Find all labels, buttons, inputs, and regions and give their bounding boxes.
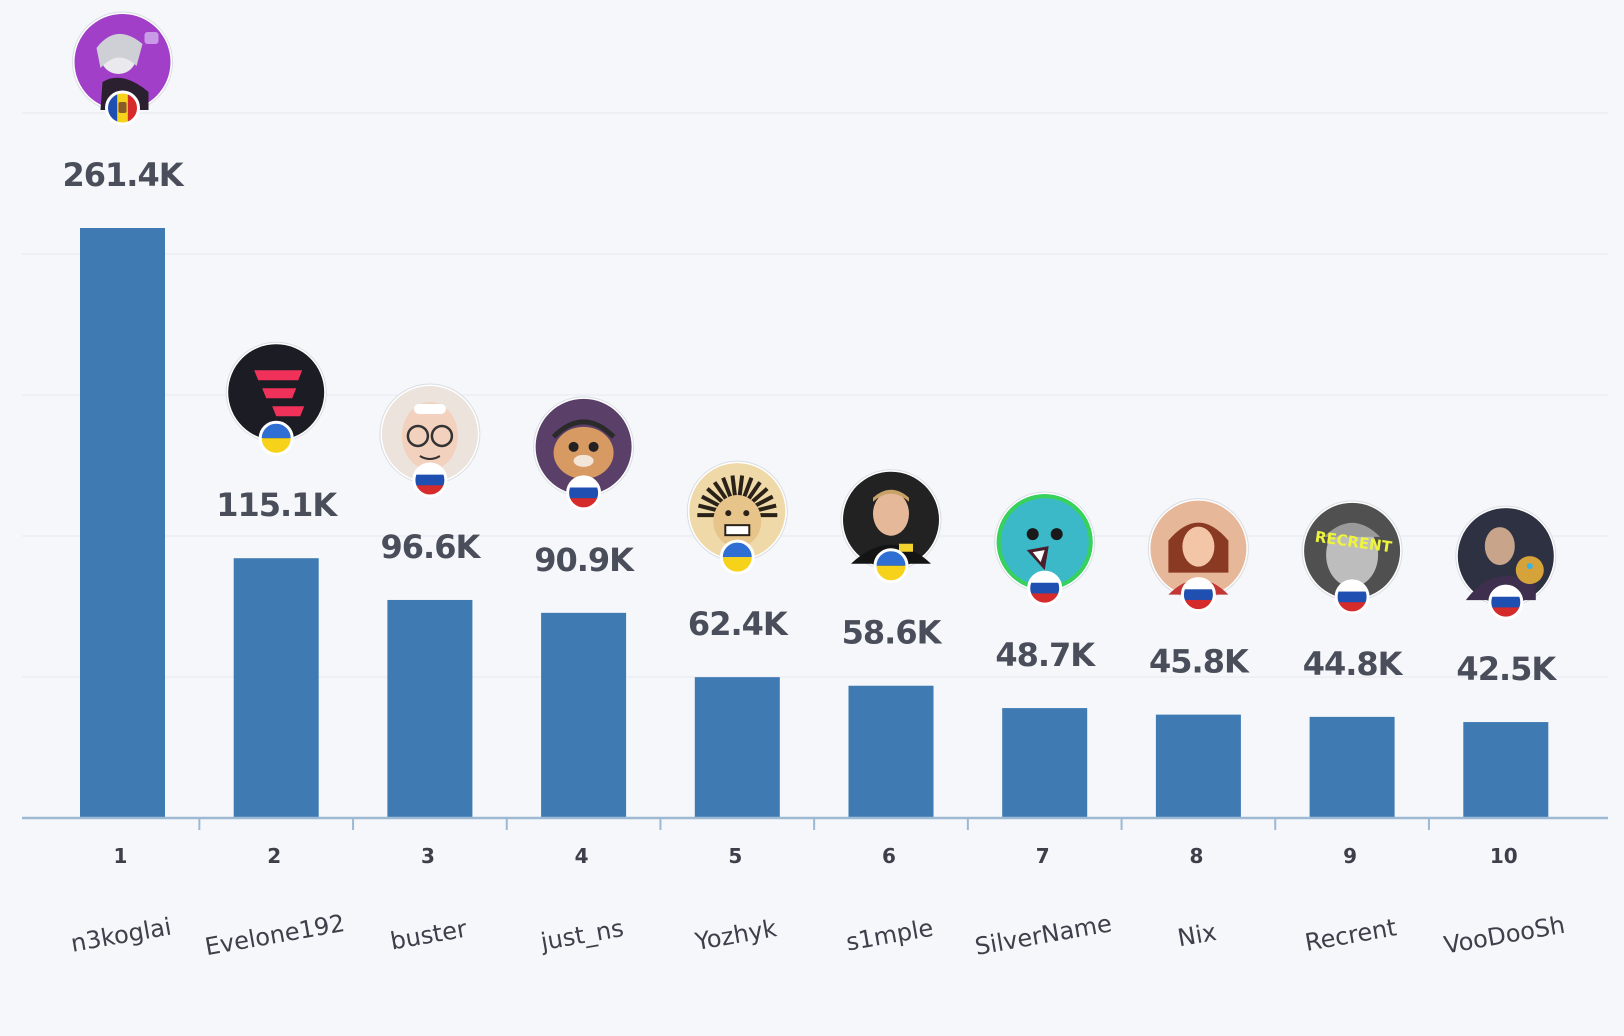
bar-s1mple [848,685,934,818]
moldova-flag-icon [106,92,139,124]
x-axis [22,816,1608,830]
rank-label: 2 [267,844,281,868]
name-label: SilverName [973,909,1114,961]
rank-label: 9 [1343,844,1357,868]
rank-label: 8 [1189,844,1203,868]
rank-label: 6 [882,844,896,868]
bar-VooDooSh [1463,722,1549,818]
statue-avatar-icon: RECRENT [1301,500,1403,602]
rank-label: 7 [1036,844,1050,868]
bar-Nix [1155,714,1241,818]
ukraine-flag-icon [721,541,754,574]
hamster-avatar-icon [533,396,635,498]
value-label: 115.1K [216,486,338,524]
glasses-man-avatar-icon [379,383,481,485]
rank-label: 10 [1490,844,1518,868]
value-label: 96.6K [381,528,482,566]
woman-avatar-icon [1147,498,1249,600]
bar-n3koglai [80,228,165,818]
ukraine-flag-icon [260,422,293,455]
hedgehog-avatar-icon [686,460,788,562]
value-label: 90.9K [534,541,635,579]
bar-Recrent [1309,716,1395,818]
rank-label: 1 [114,844,128,868]
russia-flag-icon [1336,580,1369,613]
blue-blob-avatar-icon [994,491,1096,593]
russia-flag-icon [567,476,600,509]
name-label: VooDooSh [1442,911,1567,960]
value-label: 42.5K [1456,650,1557,688]
name-label: buster [388,915,469,956]
rank-label: 3 [421,844,435,868]
bar-just_ns [541,612,627,818]
bar-SilverName [1002,708,1088,818]
value-label: 44.8K [1303,645,1404,683]
avatars: RECRENT [72,11,1557,620]
name-label: Recrent [1303,913,1399,957]
ukraine-flag-icon [875,549,907,582]
value-label: 58.6K [842,614,943,652]
russia-flag-icon [1182,578,1215,611]
rank-label: 4 [575,844,589,868]
value-label: 45.8K [1149,643,1250,681]
value-label: 261.4K [62,156,184,194]
bars [80,228,1549,818]
bar-Yozhyk [694,677,780,818]
name-label: Evelone192 [203,909,347,961]
player-photo-avatar-icon [840,469,942,571]
name-label: Nix [1175,918,1218,952]
rank-label: 5 [728,844,742,868]
russia-flag-icon [1028,572,1061,605]
russia-flag-icon [413,463,446,496]
value-label: 62.4K [688,605,789,643]
bar-buster [387,599,473,818]
russia-flag-icon [1489,586,1522,619]
bar-Evelone192 [233,558,319,818]
name-label: just_ns [538,914,626,956]
red-logo-avatar-icon [225,341,327,443]
name-label: s1mple [844,914,935,957]
name-label: Yozhyk [692,914,779,956]
name-label: n3koglai [69,913,174,958]
value-label: 48.7K [995,636,1096,674]
